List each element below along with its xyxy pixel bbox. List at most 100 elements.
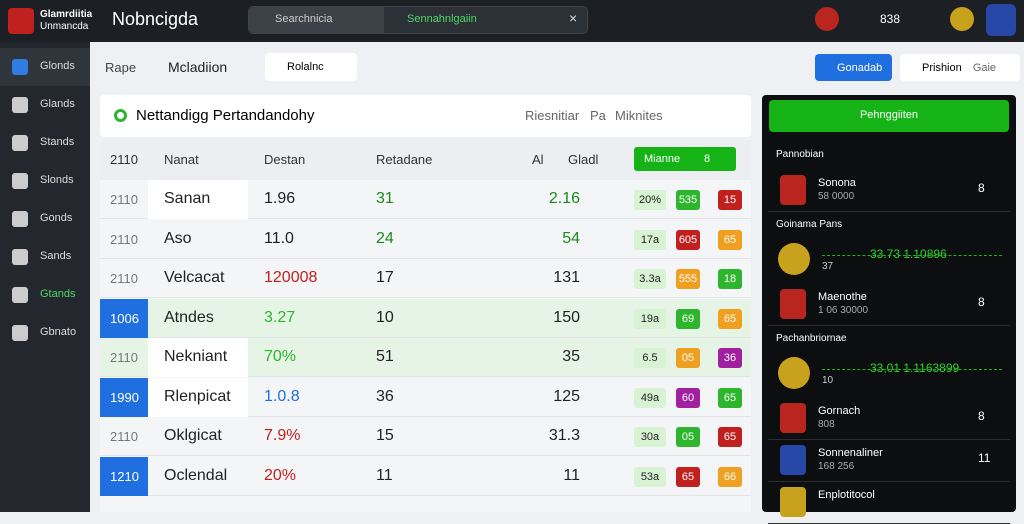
cell: 2110 bbox=[110, 231, 138, 247]
nav-icon bbox=[12, 135, 28, 151]
nav-item[interactable]: Stands bbox=[0, 124, 90, 162]
table-row[interactable]: 2110 Velcacat 120008 17 131 3.3a 555 18 bbox=[100, 259, 751, 298]
table-row[interactable]: 2110 Oklgicat 7.9% 15 31.3 30a 05 65 bbox=[100, 417, 751, 456]
nav-icon bbox=[12, 59, 28, 75]
odds-badge[interactable]: 49a bbox=[634, 387, 666, 408]
action-count: 8 bbox=[704, 153, 711, 165]
cell: 150 bbox=[553, 308, 580, 326]
cell: 3.27 bbox=[264, 308, 296, 326]
cell: 125 bbox=[553, 387, 580, 405]
odds-badge[interactable]: 555 bbox=[676, 269, 700, 289]
odds-badge[interactable]: 20% bbox=[634, 190, 666, 210]
column-header[interactable]: 2110 bbox=[110, 152, 138, 167]
table-row[interactable]: 1006 Atndes 3.27 10 150 19a 69 65 bbox=[100, 298, 751, 338]
nav-icon bbox=[12, 211, 28, 227]
cell: 31.3 bbox=[548, 427, 580, 444]
cell: Sanan bbox=[148, 180, 248, 219]
cell: 2110 bbox=[110, 192, 138, 207]
cell: Aso bbox=[164, 229, 192, 247]
table-row[interactable]: 2110 Sanan 1.96 31 2.16 20% 535 15 bbox=[100, 180, 751, 219]
panel-button[interactable]: Pehnggiiten bbox=[769, 100, 1009, 132]
team-name[interactable]: Enplotitocol bbox=[818, 489, 875, 501]
odds-badge[interactable]: 65 bbox=[718, 427, 742, 447]
breadcrumb[interactable]: Rape bbox=[105, 60, 137, 75]
button[interactable]: Gonadab bbox=[815, 54, 892, 81]
filter-chip[interactable]: Rolalnc bbox=[265, 53, 357, 81]
avatar[interactable] bbox=[986, 4, 1016, 36]
search-input[interactable]: Searchnicia bbox=[249, 7, 384, 33]
odds-badge[interactable]: 605 bbox=[676, 229, 700, 250]
nav-item[interactable]: Glonds bbox=[0, 48, 90, 86]
breadcrumb[interactable]: Mcladiion bbox=[168, 59, 228, 75]
team-name[interactable]: Sonona bbox=[818, 177, 856, 189]
odds-badge[interactable]: 65 bbox=[676, 466, 700, 487]
team-name[interactable]: Maenothe bbox=[818, 291, 867, 303]
table: 2110 Nanat Destan Retadane Al Gladl Mianne 8 211… bbox=[100, 140, 751, 512]
odds-badge[interactable]: 19a bbox=[634, 308, 666, 329]
column-header[interactable]: Gladl bbox=[568, 152, 599, 167]
odds-badge[interactable]: 36 bbox=[718, 348, 742, 368]
team-value: 8 bbox=[978, 409, 985, 423]
avatar[interactable] bbox=[815, 7, 839, 31]
column-header[interactable]: Al bbox=[532, 152, 544, 167]
cell: 2.16 bbox=[548, 190, 580, 207]
nav-item[interactable]: Sands bbox=[0, 238, 90, 276]
cell: 24 bbox=[376, 229, 394, 247]
column-header[interactable]: Destan bbox=[264, 152, 306, 167]
table-row[interactable]: 1990 Rlenpicat 1.0.8 36 125 49a 60 65 bbox=[100, 377, 751, 417]
action-button[interactable]: Mianne 8 bbox=[634, 147, 736, 171]
odds-badge[interactable]: 6.5 bbox=[634, 348, 666, 368]
team-name[interactable]: Gornach bbox=[818, 405, 861, 417]
column-header[interactable]: Nanat bbox=[164, 152, 199, 167]
odds-badge[interactable]: 3.3a bbox=[634, 269, 666, 289]
divider bbox=[768, 325, 1010, 326]
nav-item[interactable]: Slonds bbox=[0, 162, 90, 200]
odds-badge[interactable]: 69 bbox=[676, 308, 700, 329]
odds-badge[interactable]: 60 bbox=[676, 387, 700, 408]
table-row[interactable]: 2110 Nekniant 70% 51 35 6.5 05 36 bbox=[100, 338, 751, 377]
search[interactable]: Searchnicia Sennahnlgaiin × bbox=[248, 6, 588, 34]
odds-badge[interactable]: 30a bbox=[634, 427, 666, 447]
odds-badge[interactable]: 65 bbox=[718, 229, 742, 250]
trend-value: 33.73 1.10896 bbox=[870, 247, 947, 261]
button[interactable]: Prishion Gaie bbox=[900, 54, 1020, 81]
cell: 1.0.8 bbox=[264, 387, 300, 405]
cell: Oclendal bbox=[164, 466, 228, 484]
odds-badge[interactable]: 65 bbox=[718, 308, 742, 329]
team-value: 8 bbox=[978, 295, 985, 309]
nav-item[interactable]: Gbnato bbox=[0, 314, 90, 352]
table-row[interactable]: 1210 Oclendal 20% 11 11 53a 65 66 bbox=[100, 456, 751, 496]
team-name[interactable]: Sonnenaliner bbox=[818, 447, 883, 459]
nav-item[interactable]: Glands bbox=[0, 86, 90, 124]
table-row[interactable]: 2110 Aso 11.0 24 54 17a 605 65 bbox=[100, 219, 751, 259]
panel-meta: Riesnitiar bbox=[525, 108, 580, 123]
odds-badge[interactable]: 53a bbox=[634, 466, 666, 487]
trend-value: 33,01 1.1163899 bbox=[870, 361, 960, 375]
avatar[interactable] bbox=[950, 7, 974, 31]
nav-icon bbox=[12, 97, 28, 113]
nav-item[interactable]: Gtands bbox=[0, 276, 90, 314]
divider bbox=[768, 439, 1010, 440]
odds-badge[interactable]: 18 bbox=[718, 269, 742, 289]
odds-badge[interactable]: 17a bbox=[634, 229, 666, 250]
odds-badge[interactable]: 66 bbox=[718, 466, 742, 487]
nav-icon bbox=[12, 287, 28, 303]
trend-line bbox=[822, 369, 1002, 370]
app-title: Nobncigda bbox=[112, 9, 199, 29]
button-label: Gaie bbox=[972, 62, 997, 74]
odds-badge[interactable]: 15 bbox=[718, 190, 742, 210]
odds-badge[interactable]: 65 bbox=[718, 387, 742, 408]
column-header[interactable]: Retadane bbox=[376, 152, 433, 167]
odds-badge[interactable]: 05 bbox=[676, 427, 700, 447]
odds-badge[interactable]: 05 bbox=[676, 348, 700, 368]
nav-item[interactable]: Gonds bbox=[0, 200, 90, 238]
team-logo bbox=[780, 487, 806, 517]
team-value: 8 bbox=[978, 181, 985, 195]
brand: Unmancda bbox=[40, 21, 89, 32]
odds-badge[interactable]: 535 bbox=[676, 190, 700, 210]
brand: Glamrdiitia bbox=[40, 9, 93, 20]
team-logo bbox=[778, 243, 810, 275]
close[interactable]: × bbox=[569, 10, 578, 26]
team-logo bbox=[778, 357, 810, 389]
